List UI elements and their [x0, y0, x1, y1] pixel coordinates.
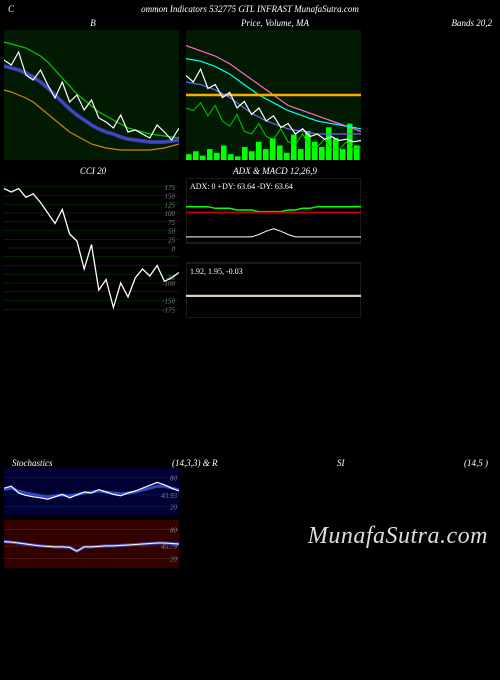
svg-text:25: 25 [168, 236, 176, 244]
row-3: 8043.93208045.7920 [0, 468, 500, 568]
price-ma-panel: Price, Volume, MA [186, 16, 364, 160]
svg-text:175: 175 [165, 184, 176, 192]
svg-text:80: 80 [170, 527, 178, 535]
adx-panel: ADX & MACD 12,26,9 ADX: 0 +DY: 63.64 -DY… [186, 164, 364, 318]
svg-text:125: 125 [165, 201, 176, 209]
svg-text:80: 80 [170, 475, 178, 483]
svg-text:43.93: 43.93 [161, 492, 177, 500]
cci-panel: CCI 20 1751501251007550250-83-100-150-17… [4, 164, 182, 318]
stoch-panel: 8043.93208045.7920 [4, 468, 182, 568]
bands-label: Bands 20,2 [452, 18, 493, 28]
svg-text:50: 50 [168, 228, 176, 236]
stoch-title-left: Stochastics [12, 458, 53, 468]
stoch-chart: 8043.93208045.7920 [4, 468, 179, 568]
page-header: C ommon Indicators 532775 GTL INFRAST Mu… [0, 0, 500, 16]
row-1: B Price, Volume, MA [0, 16, 500, 160]
svg-text:100: 100 [165, 210, 176, 218]
svg-text:75: 75 [168, 219, 176, 227]
adx-chart: ADX: 0 +DY: 63.64 -DY: 63.641.92, 1.95, … [186, 178, 361, 318]
header-title: ommon Indicators 532775 GTL INFRAST Muna… [141, 4, 359, 14]
svg-text:20: 20 [170, 555, 178, 563]
svg-text:ADX: 0 +DY: 63.64 -DY: 63.: ADX: 0 +DY: 63.64 -DY: 63.64 [190, 182, 293, 191]
svg-text:20: 20 [170, 503, 178, 511]
header-left-char: C [8, 4, 14, 14]
svg-text:150: 150 [165, 193, 176, 201]
row-2: CCI 20 1751501251007550250-83-100-150-17… [0, 164, 500, 318]
bollinger-panel: B [4, 16, 182, 160]
svg-text:-175: -175 [162, 306, 175, 314]
cci-chart: 1751501251007550250-83-100-150-175 [4, 178, 179, 318]
bollinger-chart [4, 30, 179, 160]
spacer [0, 318, 500, 458]
stoch-title-row: Stochastics (14,3,3) & R SI (14,5 ) [0, 458, 500, 468]
adx-title: ADX & MACD 12,26,9 [186, 164, 364, 178]
watermark: MunafaSutra.com [308, 523, 488, 550]
stoch-title-mid: (14,3,3) & R [172, 458, 218, 468]
stoch-title-right: (14,5 ) [464, 458, 488, 468]
price-ma-title: Price, Volume, MA [186, 16, 364, 30]
svg-text:0: 0 [172, 245, 176, 253]
cci-title: CCI 20 [4, 164, 182, 178]
svg-text:-150: -150 [162, 298, 175, 306]
price-ma-chart [186, 30, 361, 160]
svg-text:1.92, 1.95, -0.03: 1.92, 1.95, -0.03 [190, 267, 243, 276]
stoch-title-si: SI [337, 458, 345, 468]
bollinger-title: B [4, 16, 182, 30]
